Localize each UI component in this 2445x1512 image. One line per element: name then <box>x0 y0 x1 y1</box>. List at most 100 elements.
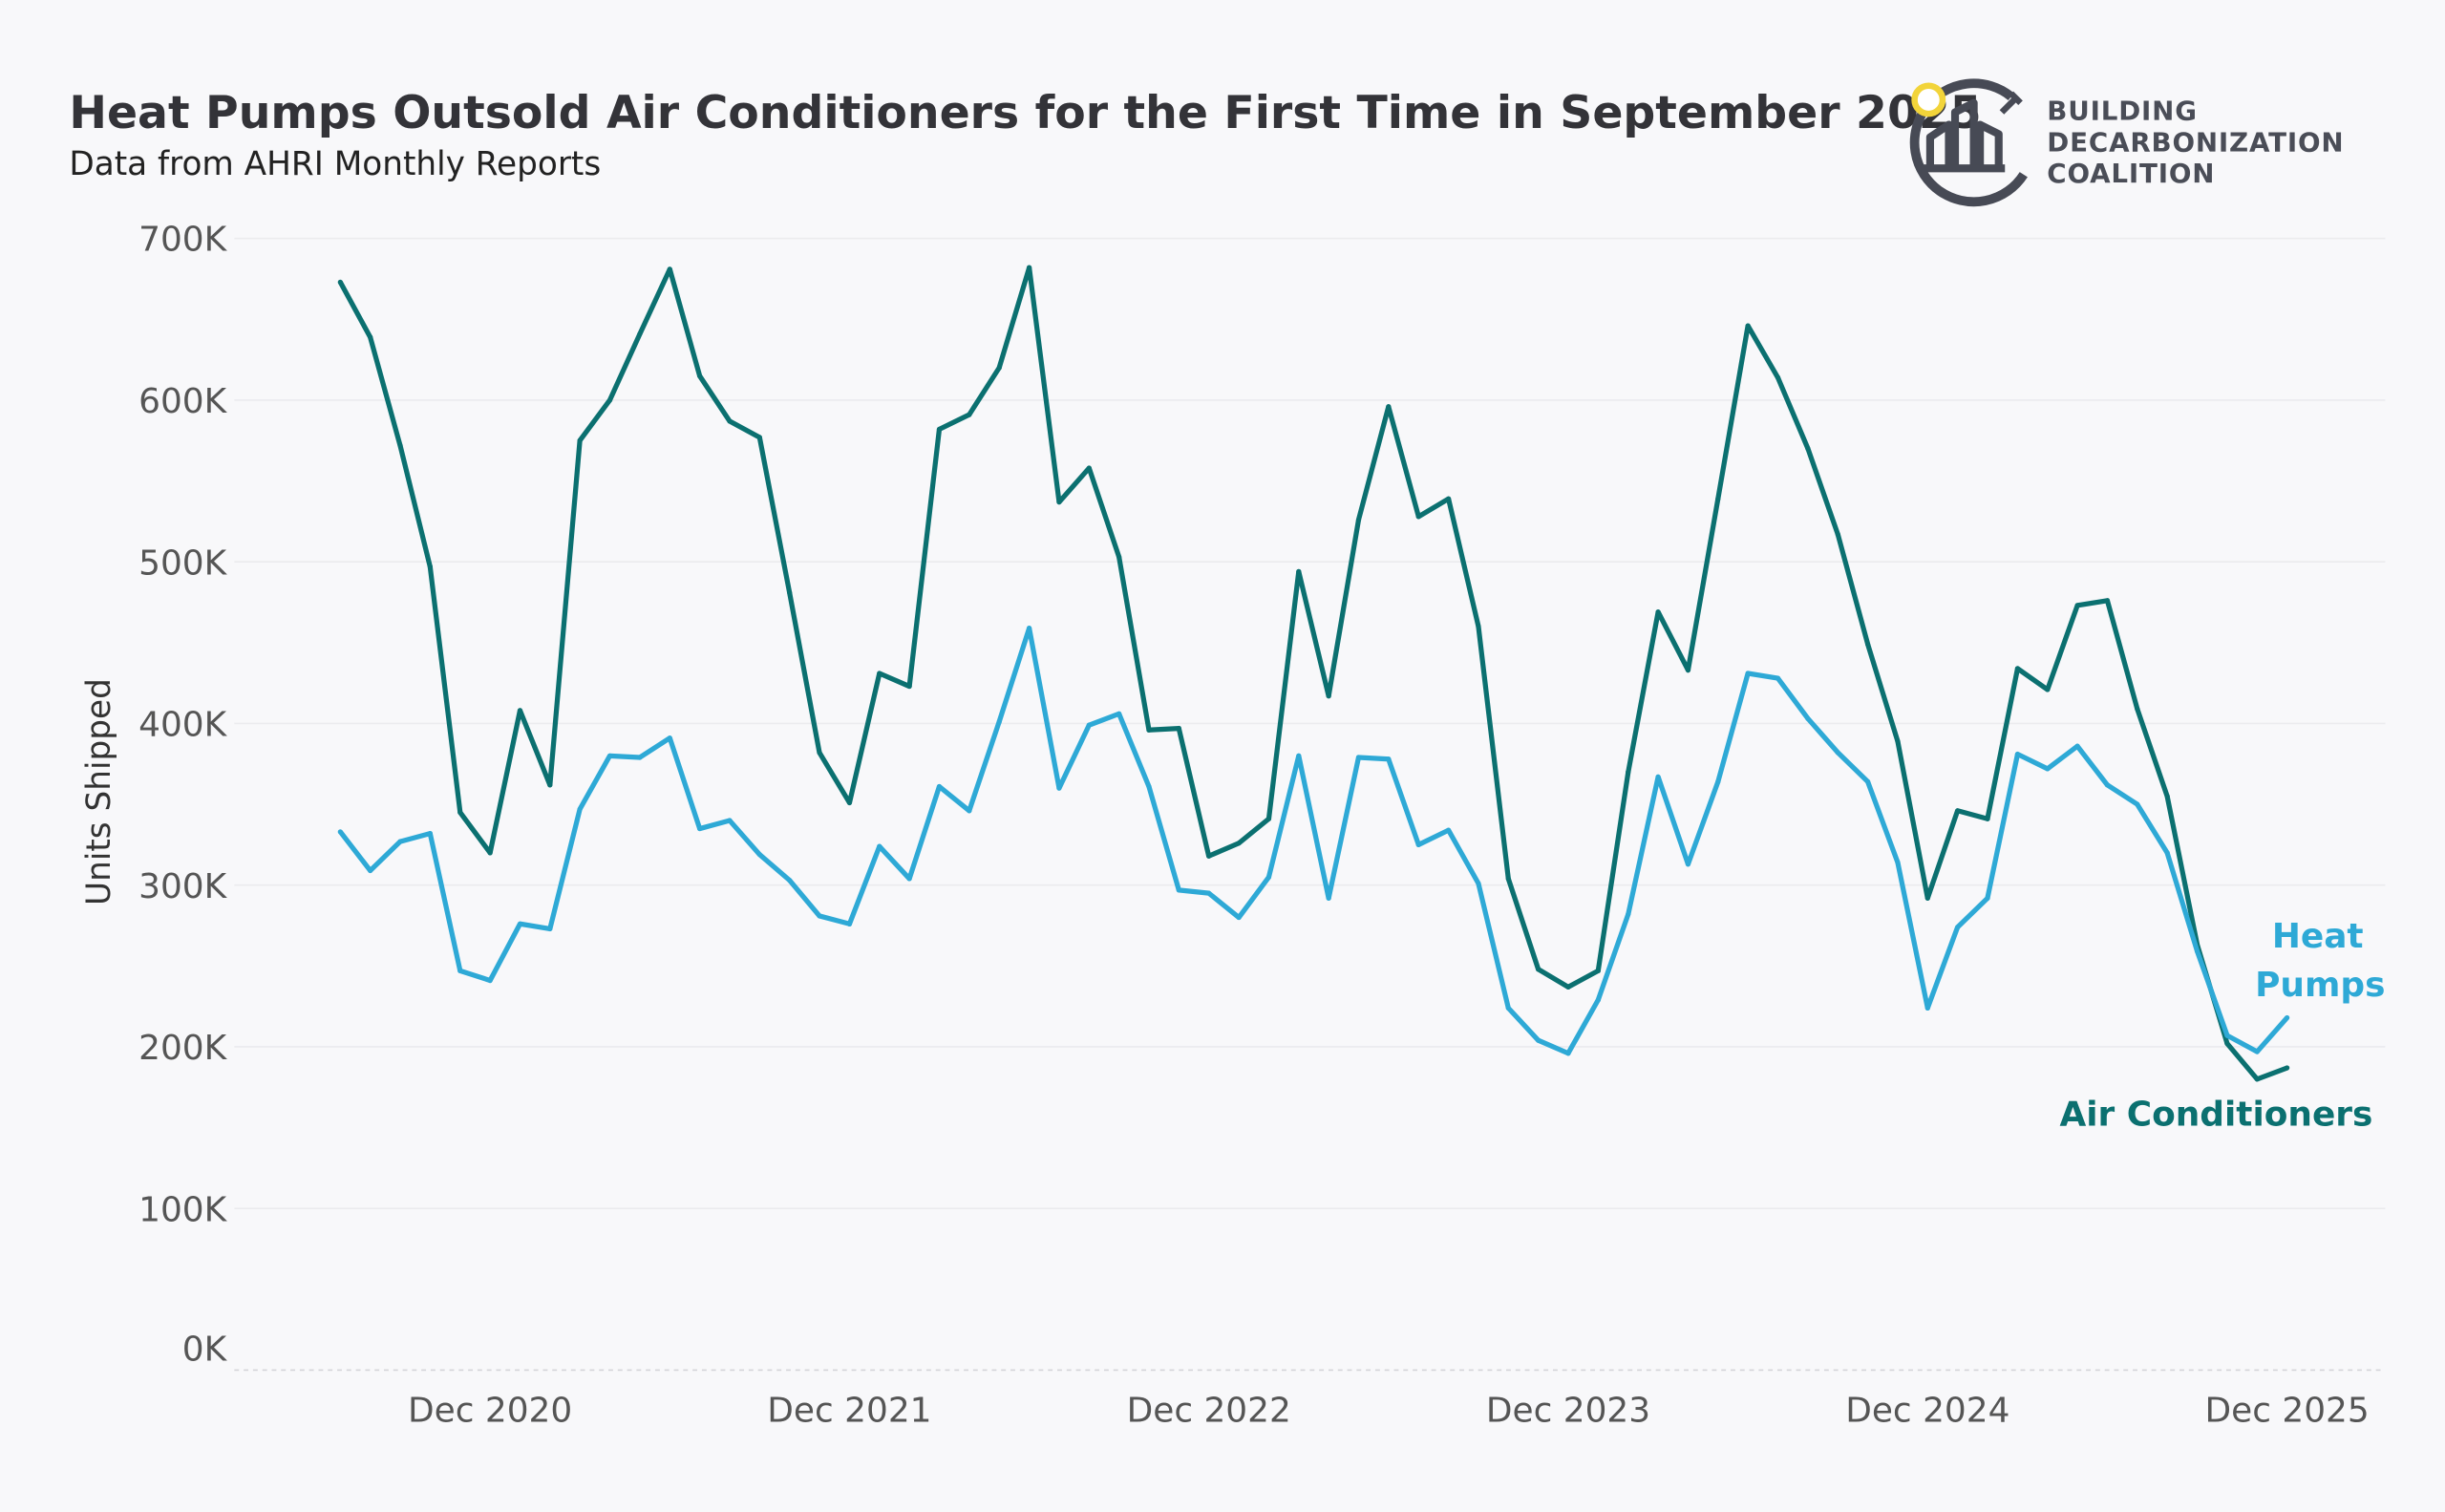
data-point <box>1296 753 1302 758</box>
data-point <box>697 825 703 832</box>
data-point <box>1146 783 1152 790</box>
data-point <box>547 782 553 788</box>
data-point <box>1626 911 1631 917</box>
y-tick-label: 100K <box>138 1190 228 1229</box>
data-point <box>1775 374 1781 380</box>
x-axis: Dec 2020 Dec 2021 Dec 2022 Dec 2023 Dec 2024… <box>408 1391 2370 1430</box>
x-tick-label: Dec 2025 <box>2205 1391 2370 1430</box>
data-point <box>697 373 703 379</box>
data-point <box>368 334 373 340</box>
logo-text-line-3: COALITION <box>2047 158 2215 189</box>
data-point <box>1955 808 1961 814</box>
data-point <box>1236 841 1242 846</box>
data-point <box>1355 755 1362 760</box>
data-point <box>2285 1014 2290 1021</box>
y-axis: 0K 100K 200K 300K 400K 500K 600K 700K <box>138 221 228 1370</box>
data-point <box>2194 948 2200 954</box>
x-tick-label: Dec 2022 <box>1127 1391 1291 1430</box>
data-point <box>1476 881 1481 886</box>
series-layer <box>337 265 2290 1082</box>
data-point <box>1655 609 1661 615</box>
data-point <box>2135 801 2140 807</box>
y-tick-label: 0K <box>182 1331 228 1370</box>
data-point <box>1595 997 1601 1003</box>
data-point <box>1626 769 1631 775</box>
data-point <box>1805 715 1811 721</box>
data-point <box>1355 517 1362 522</box>
data-point <box>2285 1065 2290 1071</box>
data-point <box>1835 531 1840 538</box>
data-point <box>1206 853 1212 859</box>
data-point <box>397 442 403 448</box>
data-point <box>2254 1049 2260 1054</box>
data-point <box>1895 860 1901 865</box>
data-point <box>817 913 822 919</box>
data-point <box>1476 624 1481 629</box>
data-point <box>1835 750 1840 756</box>
logo: BUILDING DECARBONIZATION COALITION <box>1909 78 2344 207</box>
data-point <box>1265 874 1272 880</box>
data-point <box>1924 1005 1930 1011</box>
x-tick-label: Dec 2021 <box>767 1391 931 1430</box>
data-point <box>1386 404 1392 410</box>
y-tick-label: 700K <box>138 221 228 260</box>
data-point <box>2164 794 2170 799</box>
y-tick-label: 500K <box>138 543 228 583</box>
data-point <box>2014 666 2021 671</box>
data-point <box>1236 914 1242 921</box>
data-point <box>877 671 882 676</box>
data-point <box>1565 1051 1571 1056</box>
data-point <box>1595 968 1601 974</box>
series-heat-pumps <box>337 625 2290 1056</box>
data-point <box>787 589 793 595</box>
data-point <box>368 867 373 874</box>
series-label-heat-pumps-line-1: Heat <box>2272 917 2364 956</box>
data-point <box>1985 816 1990 821</box>
data-point <box>2104 782 2111 788</box>
data-point <box>2045 766 2051 772</box>
data-point <box>487 850 493 856</box>
y-tick-label: 600K <box>138 382 228 421</box>
data-point <box>877 843 882 849</box>
data-point <box>1445 827 1452 833</box>
data-point <box>1655 774 1661 779</box>
series-line <box>338 265 2288 1082</box>
data-point <box>577 437 583 443</box>
data-point <box>1445 496 1452 501</box>
data-point <box>1026 265 1032 270</box>
data-point <box>727 818 733 823</box>
data-point <box>637 330 643 337</box>
data-point <box>637 755 643 760</box>
series-label-heat-pumps-line-2: Pumps <box>2255 966 2385 1005</box>
data-point <box>577 806 583 812</box>
data-point <box>1745 323 1751 329</box>
data-point <box>397 839 403 844</box>
y-tick-label: 300K <box>138 867 228 906</box>
data-point <box>1536 1037 1541 1043</box>
data-point <box>1775 675 1781 681</box>
data-point <box>517 708 523 713</box>
buildings-plug-icon <box>1909 78 2028 207</box>
data-point <box>1086 465 1092 471</box>
data-point <box>2224 1040 2230 1047</box>
data-point <box>457 968 463 974</box>
series-labels: Air Conditioners Heat Pumps <box>2059 917 2385 1134</box>
data-point <box>846 799 853 806</box>
data-point <box>727 418 733 424</box>
data-point <box>1895 738 1901 744</box>
data-point <box>1745 671 1751 676</box>
chart-subtitle: Data from AHRI Monthly Reports <box>69 145 601 183</box>
data-point <box>1206 890 1212 896</box>
data-point <box>1565 984 1571 990</box>
y-axis-label: Units Shipped <box>80 678 118 905</box>
x-tick-label: Dec 2024 <box>1845 1391 2009 1430</box>
data-point <box>1386 756 1392 762</box>
data-point <box>1536 967 1541 972</box>
data-point <box>967 412 972 417</box>
data-point <box>787 878 793 884</box>
chart-title: Heat Pumps Outsold Air Conditioners for … <box>69 87 1981 139</box>
data-point <box>1296 568 1302 574</box>
data-point <box>2224 1033 2230 1038</box>
data-point <box>1924 895 1930 901</box>
data-point <box>1116 554 1122 560</box>
